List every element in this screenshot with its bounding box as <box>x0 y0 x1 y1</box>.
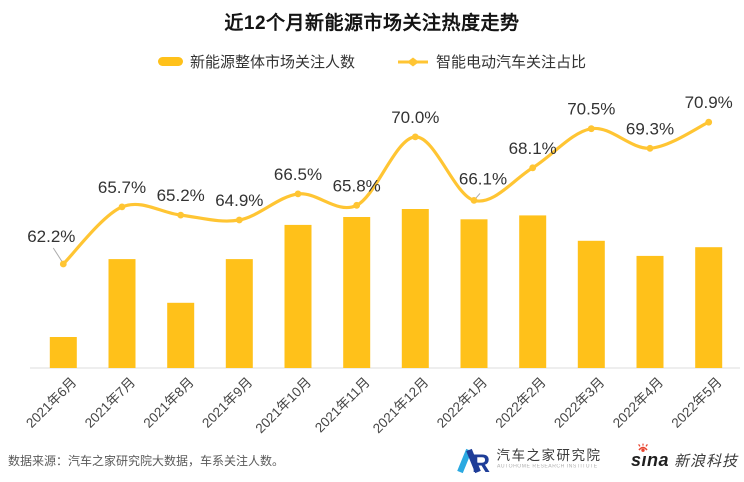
data-label-2022年5月: 70.9% <box>685 93 733 112</box>
line-point-2021年11月 <box>353 201 361 209</box>
x-tick-label-2021年8月: 2021年8月 <box>141 375 197 431</box>
bar-2022年4月 <box>636 255 664 368</box>
legend-item-line-series[interactable]: 智能电动汽车关注占比 <box>397 51 586 72</box>
line-point-2021年10月 <box>294 190 302 198</box>
label-leader-line <box>52 247 63 263</box>
autohome-research-logo: R 汽车之家研究院 AUTOHOME RESEARCH INSTITUTE <box>456 447 615 474</box>
autohome-logo-text: 汽车之家研究院 <box>496 448 602 464</box>
bar-2022年5月 <box>695 247 723 368</box>
data-label-2021年12月: 70.0% <box>391 108 439 127</box>
line-point-2022年3月 <box>587 125 595 133</box>
legend-label-line-series: 智能电动汽车关注占比 <box>436 54 587 71</box>
legend-item-bar-series[interactable]: 新能源整体市场关注人数 <box>157 51 355 72</box>
data-label-2021年9月: 64.9% <box>215 191 263 210</box>
data-source-note: 数据来源：汽车之家研究院大数据，车系关注人数。 <box>8 453 285 468</box>
data-label-2021年11月: 65.8% <box>333 176 381 195</box>
sina-logo-text: 新浪科技 <box>673 452 738 470</box>
x-tick-label-2021年7月: 2021年7月 <box>82 375 138 431</box>
x-tick-label-2021年6月: 2021年6月 <box>23 375 79 431</box>
legend-label-bar-series: 新能源整体市场关注人数 <box>189 54 355 71</box>
bar-2021年11月 <box>343 217 371 368</box>
bar-2021年12月 <box>401 209 429 368</box>
x-tick-label-2021年9月: 2021年9月 <box>199 375 255 431</box>
data-label-2021年7月: 65.7% <box>98 178 146 197</box>
line-point-2022年2月 <box>529 164 537 172</box>
line-point-2022年1月 <box>470 197 478 204</box>
data-label-2022年3月: 70.5% <box>567 100 615 119</box>
line-point-2021年6月 <box>59 260 67 268</box>
data-label-2022年2月: 68.1% <box>509 139 557 158</box>
sina-tech-logo: sı na 新浪科技 <box>631 443 738 471</box>
x-tick-label-2022年2月: 2022年2月 <box>493 375 549 431</box>
x-tick-label-2022年3月: 2022年3月 <box>551 375 607 431</box>
bar-2022年3月 <box>577 240 605 368</box>
line-point-2021年8月 <box>177 211 185 219</box>
x-tick-label-2021年12月: 2021年12月 <box>370 375 432 437</box>
plot-area: 62.2% 65.7% 65.2% 64.9% 66.5% 65.8% 70.0% 66.1%… <box>23 93 740 437</box>
bar-2021年8月 <box>167 302 195 368</box>
bar-2021年9月 <box>225 259 253 368</box>
data-label-2022年4月: 69.3% <box>626 119 674 138</box>
sina-wordmark: sı na <box>631 443 669 471</box>
sina-eye-icon <box>637 443 649 453</box>
line-point-2021年12月 <box>411 133 419 141</box>
bar-series-swatch-icon <box>157 57 183 66</box>
line-series-swatch-icon <box>397 56 429 68</box>
footer: 数据来源：汽车之家研究院大数据，车系关注人数。 R 汽车之家研究院 AUTOHO… <box>8 442 738 478</box>
x-tick-label-2021年10月: 2021年10月 <box>253 375 315 437</box>
bar-2021年10月 <box>284 224 312 368</box>
chart-title: 近12个月新能源市场关注热度走势 <box>224 13 520 34</box>
x-tick-label-2021年11月: 2021年11月 <box>312 375 373 436</box>
autohome-logo-subtitle: AUTOHOME RESEARCH INSTITUTE <box>496 464 598 470</box>
bar-2021年6月 <box>49 337 77 368</box>
bar-2021年7月 <box>108 259 136 368</box>
line-point-2021年7月 <box>118 203 126 211</box>
x-tick-label-2022年5月: 2022年5月 <box>669 375 725 431</box>
svg-text:R: R <box>472 450 490 474</box>
legend: 新能源整体市场关注人数 智能电动汽车关注占比 <box>0 51 744 72</box>
x-tick-label-2022年4月: 2022年4月 <box>610 375 666 431</box>
data-label-2021年8月: 65.2% <box>157 186 205 205</box>
data-label-2022年1月: 66.1% <box>459 169 507 188</box>
data-label-2021年10月: 66.5% <box>274 165 322 184</box>
footer-logos: R 汽车之家研究院 AUTOHOME RESEARCH INSTITUTE sı <box>456 443 739 474</box>
x-tick-label-2022年1月: 2022年1月 <box>434 375 490 431</box>
data-label-2021年6月: 62.2% <box>27 227 75 246</box>
bar-2022年1月 <box>460 219 488 368</box>
line-point-2022年4月 <box>646 144 654 152</box>
line-point-2021年9月 <box>235 216 243 224</box>
bar-2022年2月 <box>519 215 547 368</box>
autohome-ar-icon: R <box>456 448 490 474</box>
line-point-2022年5月 <box>705 118 713 126</box>
